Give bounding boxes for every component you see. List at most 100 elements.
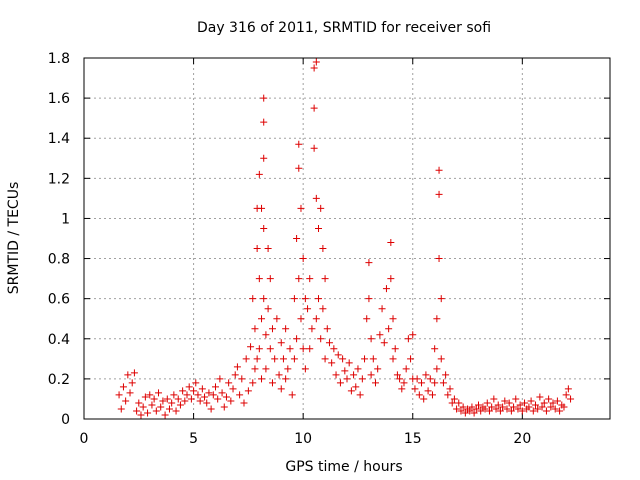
data-point [356,391,364,399]
data-point [203,399,211,407]
data-point [293,235,301,242]
data-point [325,339,333,347]
data-point [525,403,533,411]
data-point [306,345,314,353]
data-point [196,397,204,405]
data-point [437,295,445,303]
data-point [433,315,441,323]
data-point [437,355,445,363]
data-point [179,387,187,395]
data-point [216,375,224,383]
data-point [521,399,529,407]
grid-lines [84,58,610,419]
data-points [115,58,575,419]
data-point [319,305,327,313]
data-point [547,403,555,411]
data-point [301,365,309,373]
data-point [304,305,312,313]
data-point [468,403,476,411]
data-point [332,371,340,379]
data-point [475,401,482,409]
data-point [376,331,384,339]
data-point [455,399,463,407]
data-point [148,401,156,409]
data-point [402,365,410,373]
data-point [207,405,215,413]
data-point [328,359,336,367]
data-point [369,355,377,363]
data-point [122,397,130,405]
data-point [268,325,276,333]
data-point [339,355,347,363]
data-point [347,387,355,395]
data-point [466,407,474,415]
data-point [470,409,478,417]
data-point [159,397,167,405]
data-point [260,94,268,102]
data-point [382,285,390,293]
data-point [564,385,572,393]
data-point [310,64,318,72]
x-tick-label: 5 [189,431,198,447]
data-point [527,397,535,405]
data-point [141,393,149,401]
data-point [354,365,362,373]
data-point [378,305,386,313]
data-point [317,204,325,212]
data-point [321,355,329,363]
data-point [321,275,329,283]
data-point [255,275,263,283]
y-tick-label: 0.4 [48,332,70,348]
data-point [391,345,399,353]
data-point [218,389,226,397]
data-point [446,385,454,393]
data-point [542,407,550,415]
y-tick-label: 1.4 [48,131,70,147]
data-point [238,375,246,383]
data-point [415,391,423,399]
data-point [262,365,270,373]
data-point [345,359,353,367]
data-point [488,403,496,411]
y-tick-label: 1.6 [48,91,70,107]
data-point [190,387,198,395]
x-tick-label: 0 [80,431,89,447]
y-tick-label: 0.6 [48,292,70,308]
data-point [442,371,450,379]
data-point [435,166,443,174]
data-point [393,371,401,379]
data-point [310,104,318,112]
data-point [538,403,546,411]
data-point [374,365,382,373]
data-point [562,391,570,399]
data-point [286,345,294,353]
data-point [433,365,441,373]
data-point [277,385,285,393]
data-point [275,371,283,379]
data-point [198,385,206,393]
data-point [201,393,209,401]
data-point [387,275,395,283]
data-point [266,345,274,353]
data-point [411,385,419,393]
plot-frame [83,57,611,420]
data-point [330,345,338,353]
data-point [499,403,507,411]
data-point [387,239,395,247]
data-point [422,371,430,379]
data-point [501,397,509,405]
data-point [262,331,270,339]
data-point [172,407,180,415]
data-point [144,409,152,417]
data-point [496,407,504,415]
data-point [341,367,349,375]
data-point [435,255,443,263]
data-point [258,204,266,212]
data-point [396,375,404,383]
data-point [319,245,327,253]
data-point [247,343,255,351]
y-axis-label: SRMTID / TECUs [6,182,22,295]
data-point [168,399,176,407]
data-point [244,387,252,395]
